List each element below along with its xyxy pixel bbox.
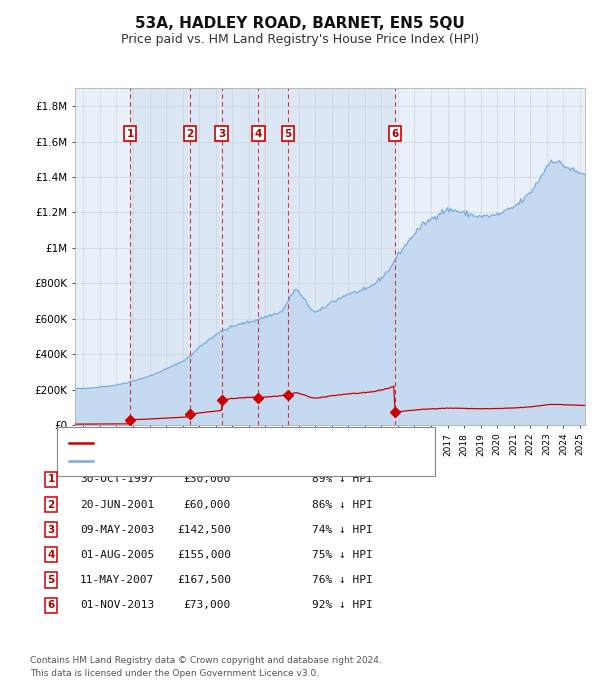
Text: 20-JUN-2001: 20-JUN-2001	[80, 500, 154, 509]
Text: 2: 2	[47, 500, 55, 509]
Text: 53A, HADLEY ROAD, BARNET, EN5 5QU (detached house): 53A, HADLEY ROAD, BARNET, EN5 5QU (detac…	[97, 438, 396, 448]
Text: 76% ↓ HPI: 76% ↓ HPI	[312, 575, 373, 585]
Text: 4: 4	[255, 129, 262, 139]
Text: £167,500: £167,500	[177, 575, 231, 585]
Text: 3: 3	[218, 129, 225, 139]
Text: £142,500: £142,500	[177, 525, 231, 534]
Text: 3: 3	[47, 525, 55, 534]
Text: 01-NOV-2013: 01-NOV-2013	[80, 600, 154, 610]
Text: Contains HM Land Registry data © Crown copyright and database right 2024.: Contains HM Land Registry data © Crown c…	[30, 656, 382, 666]
Text: 86% ↓ HPI: 86% ↓ HPI	[312, 500, 373, 509]
Text: This data is licensed under the Open Government Licence v3.0.: This data is licensed under the Open Gov…	[30, 668, 319, 678]
Text: 5: 5	[47, 575, 55, 585]
Text: HPI: Average price, detached house, Barnet: HPI: Average price, detached house, Barn…	[97, 456, 325, 466]
Text: £60,000: £60,000	[184, 500, 231, 509]
Text: 6: 6	[391, 129, 398, 139]
Text: 2: 2	[187, 129, 194, 139]
Text: 74% ↓ HPI: 74% ↓ HPI	[312, 525, 373, 534]
Text: 6: 6	[47, 600, 55, 610]
Text: 89% ↓ HPI: 89% ↓ HPI	[312, 475, 373, 484]
Text: 1: 1	[127, 129, 134, 139]
Text: 1: 1	[47, 475, 55, 484]
Text: 4: 4	[47, 550, 55, 560]
Text: £155,000: £155,000	[177, 550, 231, 560]
Text: Price paid vs. HM Land Registry's House Price Index (HPI): Price paid vs. HM Land Registry's House …	[121, 33, 479, 46]
Text: 92% ↓ HPI: 92% ↓ HPI	[312, 600, 373, 610]
Text: 75% ↓ HPI: 75% ↓ HPI	[312, 550, 373, 560]
Bar	[130, 88, 395, 425]
Text: 5: 5	[284, 129, 292, 139]
Text: 11-MAY-2007: 11-MAY-2007	[80, 575, 154, 585]
Text: 53A, HADLEY ROAD, BARNET, EN5 5QU: 53A, HADLEY ROAD, BARNET, EN5 5QU	[135, 16, 465, 31]
Text: 01-AUG-2005: 01-AUG-2005	[80, 550, 154, 560]
Text: 09-MAY-2003: 09-MAY-2003	[80, 525, 154, 534]
Text: £30,000: £30,000	[184, 475, 231, 484]
Text: 30-OCT-1997: 30-OCT-1997	[80, 475, 154, 484]
Text: £73,000: £73,000	[184, 600, 231, 610]
